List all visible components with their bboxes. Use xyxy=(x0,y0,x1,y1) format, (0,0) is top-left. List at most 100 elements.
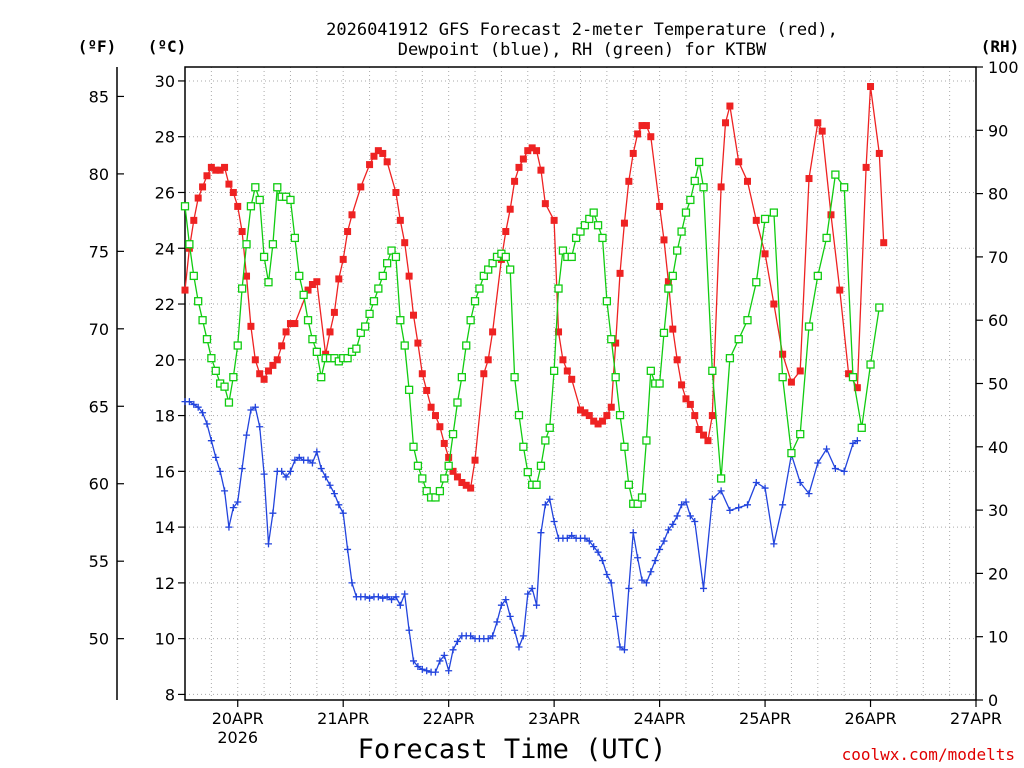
dewpoint-point xyxy=(199,409,207,417)
temperature-point xyxy=(273,356,281,364)
dewpoint-point xyxy=(831,465,839,473)
dewpoint-point xyxy=(634,554,642,562)
rh-point xyxy=(422,486,431,496)
temperature-point xyxy=(278,342,286,350)
dewpoint-point xyxy=(264,540,272,548)
dewpoint-point xyxy=(581,534,589,542)
rh-point xyxy=(571,233,581,243)
temperature-point xyxy=(743,177,751,185)
dewpoint-point xyxy=(282,473,290,481)
dewpoint-point xyxy=(286,467,294,475)
rh-point xyxy=(255,195,264,205)
fahrenheit-unit-label: (ºF) xyxy=(78,37,117,56)
rh-tick-label: 0 xyxy=(988,691,998,710)
rh-point xyxy=(804,322,814,331)
dewpoint-point xyxy=(326,481,334,489)
dewpoint-point xyxy=(519,632,527,640)
rh-series xyxy=(180,157,884,508)
temperature-point xyxy=(836,286,844,294)
temperature-point xyxy=(260,375,268,383)
rh-point xyxy=(180,202,190,211)
dewpoint-point xyxy=(616,643,624,651)
temperature-point xyxy=(603,412,611,420)
rh-point xyxy=(229,373,238,382)
temperature-point xyxy=(787,378,795,386)
temperature-point xyxy=(484,356,492,364)
rh-point xyxy=(466,316,475,325)
dewpoint-line xyxy=(185,400,858,673)
rh-point xyxy=(743,316,752,325)
temperature-point xyxy=(616,269,624,277)
temperature-point xyxy=(480,370,488,378)
dewpoint-point xyxy=(269,509,277,517)
celsius-tick-label: 8 xyxy=(165,685,175,704)
dewpoint-point xyxy=(563,534,571,542)
fahrenheit-tick-label: 80 xyxy=(89,165,109,184)
rh-point xyxy=(365,309,374,319)
dewpoint-point xyxy=(726,506,734,514)
rh-point xyxy=(681,208,691,217)
dewpoint-point xyxy=(840,467,848,475)
dewpoint-point xyxy=(295,453,303,461)
temperature-series xyxy=(181,83,888,492)
dewpoint-point xyxy=(528,584,536,592)
rh-point xyxy=(875,303,884,312)
chart-title-line-2: Dewpoint (blue), RH (green) for KTBW xyxy=(398,40,767,60)
dewpoint-point xyxy=(537,529,545,537)
temperature-point xyxy=(796,367,804,375)
temperature-point xyxy=(410,311,418,319)
rh-unit-label: (RH) xyxy=(981,37,1020,56)
rh-point xyxy=(484,265,493,274)
dewpoint-point xyxy=(445,667,453,675)
temperature-point xyxy=(704,437,712,445)
rh-point xyxy=(523,467,532,477)
dewpoint-point xyxy=(203,420,211,428)
dewpoint-point xyxy=(660,537,668,545)
temperature-point xyxy=(625,177,633,185)
fahrenheit-tick-label: 75 xyxy=(89,242,109,261)
dewpoint-point xyxy=(678,501,686,509)
rh-point xyxy=(299,290,308,300)
temperature-point xyxy=(660,236,668,244)
temperature-point xyxy=(462,481,470,489)
dewpoint-point xyxy=(620,646,628,654)
rh-point xyxy=(400,341,409,350)
temperature-point xyxy=(339,255,347,263)
celsius-tick-label: 10 xyxy=(155,630,175,649)
dewpoint-point xyxy=(805,490,813,498)
rh-tick-label: 10 xyxy=(988,628,1008,647)
rh-point xyxy=(242,240,251,249)
temperature-point xyxy=(247,322,255,330)
dewpoint-point xyxy=(449,646,457,654)
dewpoint-point xyxy=(607,579,615,587)
rh-tick-label: 50 xyxy=(988,375,1008,394)
temperature-point xyxy=(519,155,527,163)
rh-point xyxy=(303,316,313,325)
temperature-point xyxy=(678,381,686,389)
rh-point xyxy=(593,221,603,230)
temperature-point xyxy=(396,216,404,224)
dewpoint-point xyxy=(431,668,439,676)
rh-point xyxy=(413,461,423,470)
dewpoint-point xyxy=(335,501,343,509)
rh-point xyxy=(295,271,304,281)
x-tick-label: 27APR xyxy=(950,709,1002,728)
fahrenheit-tick-label: 85 xyxy=(89,87,109,106)
dewpoint-point xyxy=(317,465,325,473)
dewpoint-point xyxy=(308,459,316,467)
dewpoint-point xyxy=(823,445,831,453)
temperature-point xyxy=(440,439,448,447)
rh-point xyxy=(462,341,471,350)
temperature-point xyxy=(664,278,672,286)
dewpoint-point xyxy=(708,495,716,503)
temperature-point xyxy=(489,328,497,336)
dewpoint-point xyxy=(533,601,541,609)
dewpoint-point xyxy=(770,540,778,548)
temperature-point xyxy=(726,102,734,110)
dewpoint-point xyxy=(625,584,633,592)
rh-point xyxy=(479,271,488,281)
temperature-point xyxy=(471,456,479,464)
dewpoint-point xyxy=(234,498,242,506)
rh-point xyxy=(220,382,229,391)
celsius-tick-label: 24 xyxy=(155,239,175,258)
